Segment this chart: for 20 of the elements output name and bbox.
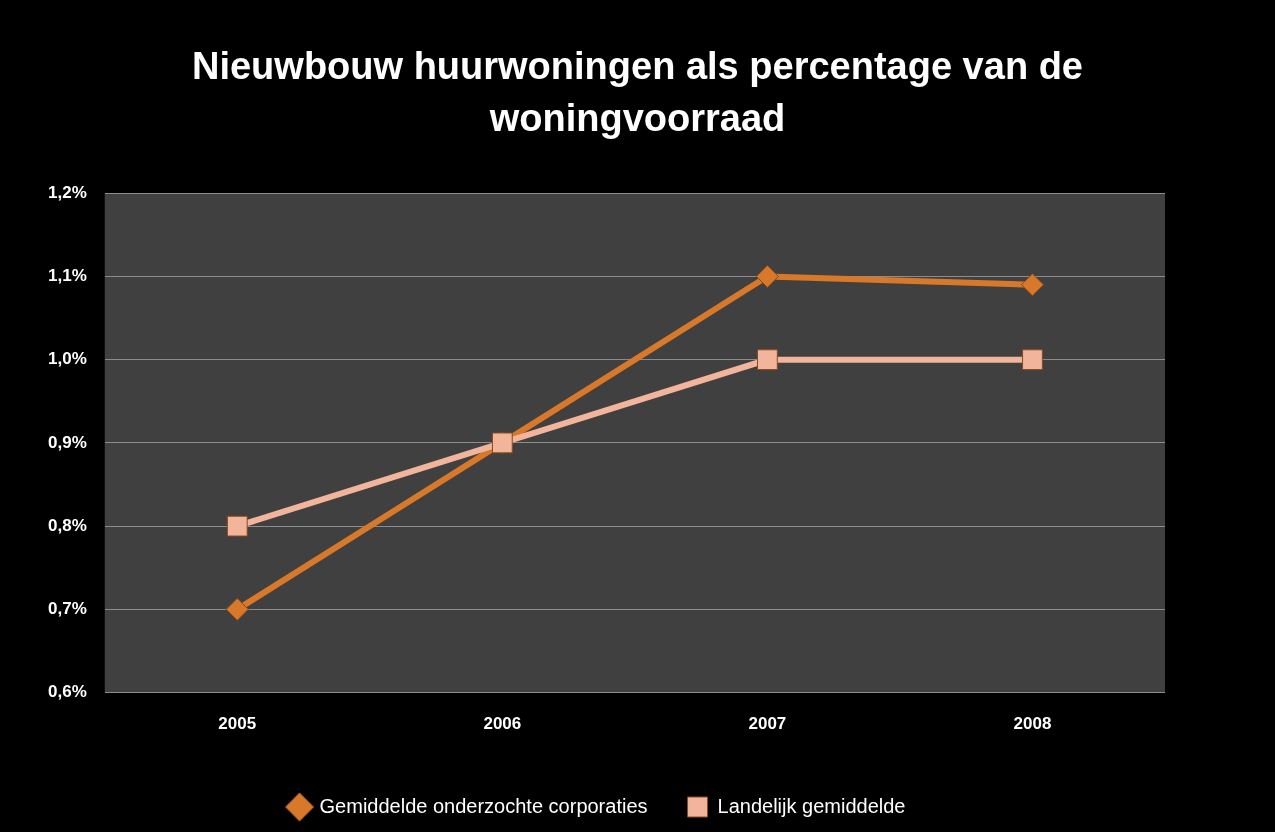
chart-title: Nieuwbouw huurwoningen als percentage van de woningvoorraad <box>191 44 1084 141</box>
y-tick-label: 1,0% <box>48 349 87 369</box>
y-tick-label: 0,8% <box>48 515 87 535</box>
point <box>1020 273 1044 297</box>
y-tick-label: 0,7% <box>48 599 87 619</box>
point <box>1022 349 1043 371</box>
y-tick-label: 0,9% <box>48 432 87 452</box>
x-tick-label: 2008 <box>1013 714 1052 734</box>
x-tick-label: 2005 <box>218 714 257 734</box>
y-tick-label: 1,1% <box>48 266 87 286</box>
y-tick-label: 1,2% <box>48 182 87 202</box>
x-tick-label: 2006 <box>483 714 522 734</box>
point <box>755 264 779 288</box>
legend-label: Landelijk gemiddelde <box>717 794 906 817</box>
x-tick-label: 2007 <box>748 714 787 734</box>
point <box>226 515 248 537</box>
point <box>757 349 778 371</box>
legend-label: Gemiddelde onderzochte corporaties <box>319 794 648 817</box>
y-tick-label: 0,6% <box>48 682 87 702</box>
point <box>225 597 249 621</box>
